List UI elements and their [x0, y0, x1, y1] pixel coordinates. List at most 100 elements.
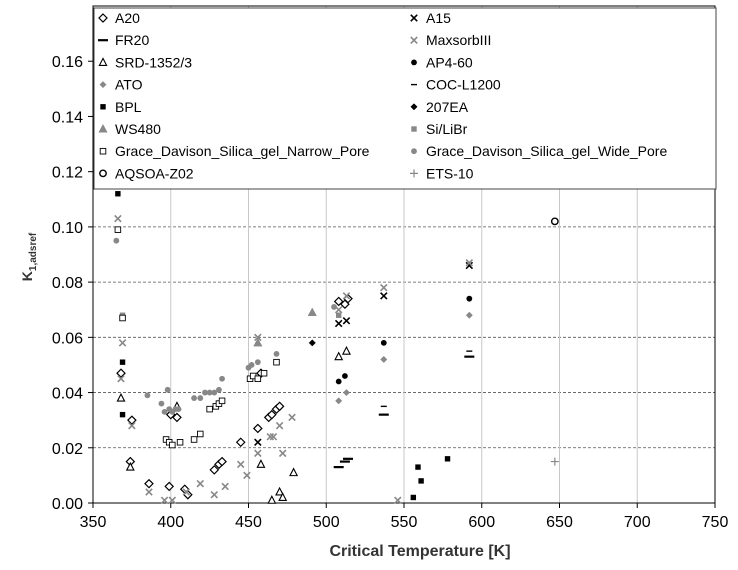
legend-box — [93, 7, 717, 190]
y-axis-label-main: K — [19, 271, 35, 281]
data-point — [202, 389, 208, 396]
y-tick-label: 0.16 — [52, 54, 83, 71]
legend-label: WS480 — [115, 121, 161, 137]
data-point — [119, 359, 126, 365]
data-point — [465, 259, 474, 267]
data-point — [118, 339, 127, 347]
data-point — [342, 389, 351, 397]
x-tick-label: 700 — [624, 514, 651, 531]
data-point — [248, 362, 255, 368]
data-point — [331, 304, 337, 310]
legend-marker — [410, 36, 418, 44]
data-point — [380, 355, 388, 363]
data-point — [210, 490, 219, 499]
legend-marker — [99, 169, 107, 178]
data-point — [380, 339, 387, 346]
data-point — [342, 373, 348, 379]
data-point — [236, 460, 245, 469]
data-point — [169, 441, 176, 449]
y-tick-label: 0.10 — [52, 220, 83, 237]
data-point — [253, 337, 263, 347]
y-tick-label: 0.04 — [52, 386, 83, 403]
legend-label: A15 — [426, 10, 451, 26]
y-tick-label: 0.00 — [52, 496, 83, 513]
data-point — [172, 412, 182, 423]
data-point — [289, 467, 299, 477]
legend-marker — [411, 59, 417, 66]
legend-label: Grace_Davison_Silica_gel_Narrow_Pore — [115, 143, 370, 159]
legend: A20 A15 FR20 MaxsorbIII SRD-1352/3 AP4-60 ATO C… — [93, 7, 717, 190]
legend-label: AQSOA-Z02 — [115, 165, 194, 181]
data-point — [219, 375, 225, 382]
legend-label: AP4-60 — [426, 54, 473, 70]
legend-marker — [100, 104, 106, 110]
legend-label: 207EA — [426, 99, 469, 115]
data-point — [278, 492, 288, 502]
data-point — [335, 378, 342, 385]
data-point — [273, 351, 280, 357]
y-tick-label: 0.02 — [52, 441, 83, 458]
data-point — [176, 439, 184, 446]
legend-label: BPL — [115, 99, 142, 115]
data-point — [342, 317, 351, 325]
legend-label: FR20 — [115, 32, 149, 48]
legend-marker — [98, 57, 108, 66]
legend-label: Grace_Davison_Silica_gel_Wide_Pore — [426, 143, 667, 159]
legend-marker — [98, 123, 108, 133]
data-point — [342, 292, 351, 300]
data-point — [418, 478, 424, 484]
data-point — [115, 191, 121, 197]
data-point — [465, 261, 474, 270]
data-point — [415, 464, 421, 470]
data-point — [266, 409, 277, 420]
legend-label: Si/LiBr — [426, 121, 468, 137]
data-point — [145, 488, 153, 496]
x-tick-label: 400 — [157, 514, 184, 531]
data-point — [260, 369, 268, 377]
data-point — [164, 481, 175, 492]
data-point — [197, 395, 204, 401]
data-point — [206, 405, 213, 413]
data-point — [125, 461, 135, 471]
data-point — [127, 415, 137, 426]
data-point — [256, 459, 266, 468]
data-point — [211, 389, 218, 396]
data-point — [254, 449, 262, 458]
data-point — [197, 430, 204, 438]
data-point — [254, 375, 262, 383]
x-tick-label: 550 — [391, 514, 418, 531]
data-point — [394, 496, 402, 505]
data-point — [288, 413, 296, 422]
data-point — [254, 333, 262, 342]
data-point — [444, 456, 451, 462]
data-point — [160, 496, 169, 505]
data-point — [182, 488, 191, 496]
data-point — [266, 432, 275, 441]
data-point — [191, 395, 197, 401]
data-point — [114, 214, 122, 223]
legend-marker — [410, 14, 418, 22]
x-tick-label: 350 — [80, 514, 107, 531]
data-point — [235, 437, 246, 448]
data-point — [333, 296, 344, 307]
data-point — [190, 436, 198, 443]
legend-marker — [98, 13, 108, 23]
data-points — [113, 191, 559, 505]
data-point — [252, 423, 263, 434]
data-point — [267, 495, 277, 504]
y-axis-label-sub: 1,adsref — [28, 232, 39, 271]
data-point — [243, 471, 251, 480]
data-point — [466, 295, 473, 302]
y-tick-label: 0.06 — [52, 330, 83, 347]
data-point — [217, 456, 227, 467]
data-point — [113, 237, 120, 244]
data-point — [380, 283, 388, 292]
data-point — [278, 449, 287, 458]
legend-label: MaxsorbIII — [426, 32, 491, 48]
data-point — [275, 486, 285, 496]
legend-marker — [99, 147, 107, 155]
data-point — [209, 465, 220, 475]
y-tick-label: 0.08 — [52, 275, 83, 292]
